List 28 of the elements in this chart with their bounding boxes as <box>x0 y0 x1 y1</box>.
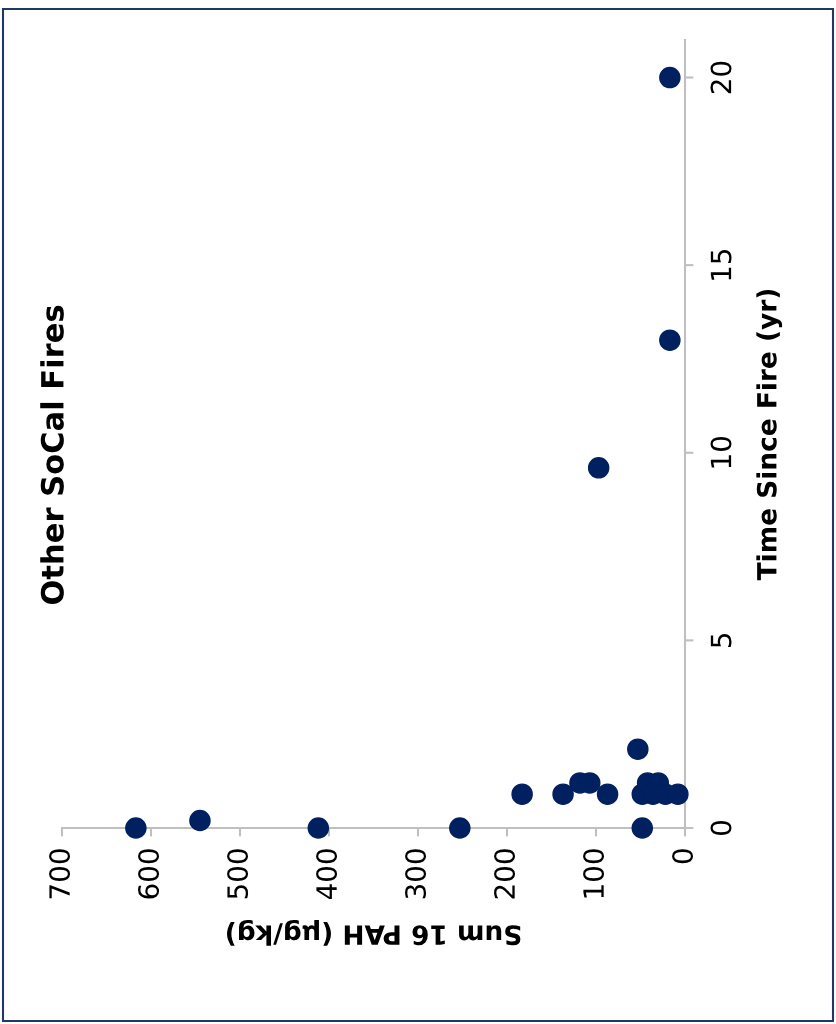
text: Other SoCal Fires <box>40 305 64 605</box>
point <box>631 817 654 839</box>
point <box>552 783 574 805</box>
point <box>189 809 211 832</box>
x-tick-label: 500 <box>227 849 249 899</box>
x-tick-label: 0 <box>672 849 694 864</box>
point <box>587 457 610 479</box>
x-tick-label: 100 <box>583 849 605 898</box>
point <box>659 66 681 89</box>
point <box>449 817 471 839</box>
x-tick-label: 700 <box>49 849 71 899</box>
x-tick-label: 200 <box>494 849 516 899</box>
point <box>307 817 330 839</box>
point <box>659 329 681 351</box>
y-tick-label: 5 <box>710 633 732 648</box>
point <box>511 783 533 805</box>
point <box>596 783 619 805</box>
x-tick-label: 400 <box>316 849 338 900</box>
y-tick-label: 0 <box>710 821 732 836</box>
y-tick-label: 15 <box>710 249 732 280</box>
point <box>125 817 147 839</box>
y-tick-label: 20 <box>710 61 732 94</box>
y-axis-title: Time Since Fire (yr) <box>756 289 783 581</box>
point <box>627 738 649 760</box>
x-axis-title: Sum 16 PAH (µg/kg) <box>227 919 521 946</box>
x-tick-label: 600 <box>138 849 160 899</box>
y-tick-label: 10 <box>710 436 732 468</box>
x-tick-label: 300 <box>405 849 427 899</box>
